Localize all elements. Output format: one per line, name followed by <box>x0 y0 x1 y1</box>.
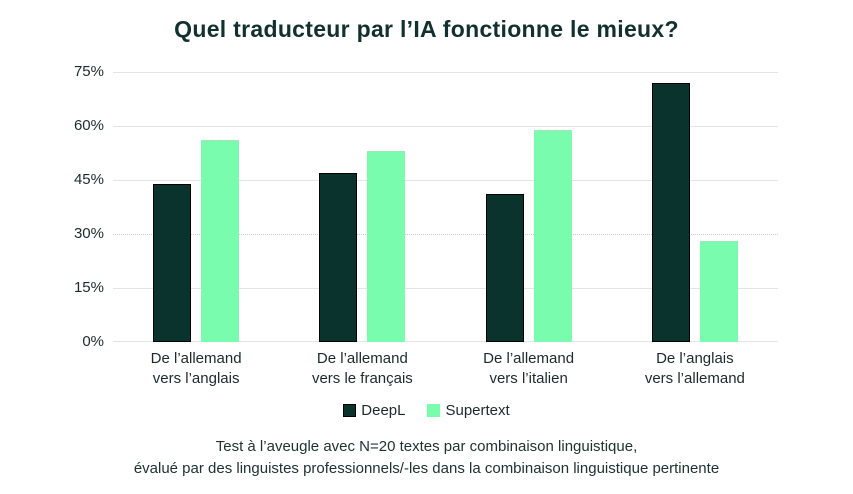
category-label-line: vers le français <box>311 370 413 387</box>
bar-supertext-2 <box>533 129 572 342</box>
y-tick-label-0: 0% <box>82 333 104 350</box>
bar-deepl-3 <box>651 82 690 342</box>
bar-supertext-0 <box>201 140 240 342</box>
gridline-30 <box>113 234 778 235</box>
y-tick-label-45: 45% <box>73 171 104 188</box>
bar-supertext-1 <box>367 151 406 342</box>
category-label-line: De l’anglais <box>656 350 734 367</box>
legend-label-supertext: Supertext <box>445 402 510 419</box>
category-label-2: De l’allemand vers l’italien <box>444 349 614 389</box>
bar-deepl-1 <box>319 172 358 342</box>
bar-deepl-2 <box>485 194 524 342</box>
y-tick-label-75: 75% <box>73 63 104 80</box>
category-label-line: vers l’anglais <box>152 370 240 387</box>
gridline-45 <box>113 180 778 181</box>
y-tick-label-60: 60% <box>73 117 104 134</box>
gridline-75 <box>113 72 778 73</box>
legend-label-deepl: DeepL <box>361 402 406 419</box>
legend-item-supertext: Supertext <box>427 402 510 419</box>
chart-footnote: Test à l’aveugle avec N=20 textes par co… <box>0 436 853 480</box>
category-label-line: vers l’allemand <box>644 370 745 387</box>
chart-title: Quel traducteur par l’IA fonctionne le m… <box>174 16 679 42</box>
bar-supertext-3 <box>699 241 738 342</box>
supertext-swatch-icon <box>427 404 441 417</box>
gridline-0 <box>113 341 778 342</box>
category-label-1: De l’allemand vers le français <box>277 349 447 389</box>
y-tick-label-15: 15% <box>73 279 104 296</box>
legend: DeepL Supertext <box>0 402 853 419</box>
category-label-line: vers l’italien <box>489 370 568 387</box>
footnote-line-1: Test à l’aveugle avec N=20 textes par co… <box>215 438 638 455</box>
gridline-15 <box>113 288 778 289</box>
gridline-60 <box>113 126 778 127</box>
footnote-line-2: évalué par des linguistes professionnels… <box>133 460 720 477</box>
plot-area <box>113 72 778 342</box>
bar-deepl-0 <box>153 183 192 342</box>
category-label-3: De l’anglais vers l’allemand <box>610 349 780 389</box>
category-label-line: De l’allemand <box>316 350 408 367</box>
y-tick-label-30: 30% <box>73 225 104 242</box>
deepl-swatch-icon <box>343 404 357 417</box>
category-label-0: De l’allemand vers l’anglais <box>111 349 281 389</box>
category-label-line: De l’allemand <box>150 350 242 367</box>
legend-item-deepl: DeepL <box>343 402 405 419</box>
category-label-line: De l’allemand <box>483 350 575 367</box>
